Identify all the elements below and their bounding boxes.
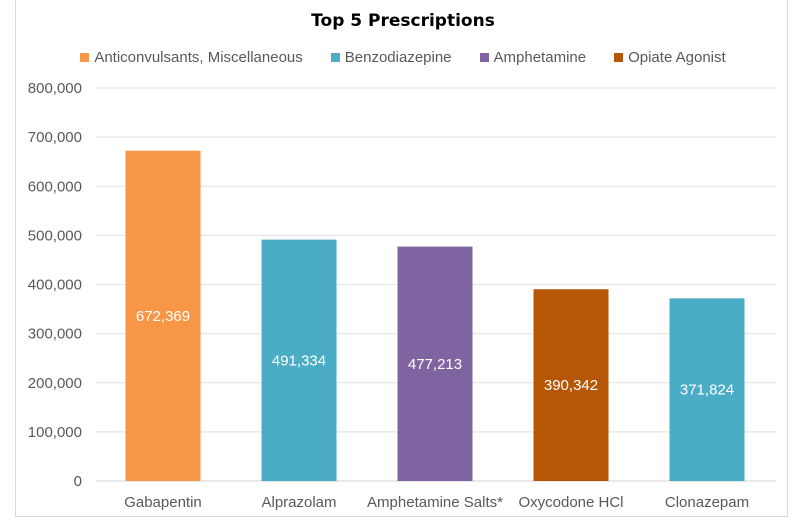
x-tick-label: Clonazepam — [665, 494, 749, 511]
bar — [125, 150, 201, 481]
y-tick-label: 200,000 — [28, 375, 82, 392]
legend-swatch — [614, 53, 624, 62]
legend-item-benzodiazepine: Benzodiazepine — [330, 49, 452, 66]
legend-item-opiate-agonist: Opiate Agonist — [614, 49, 726, 66]
legend-swatch — [479, 53, 489, 62]
legend-label: Amphetamine — [493, 49, 587, 66]
bar — [669, 298, 745, 481]
bar — [533, 289, 609, 481]
legend-item-amphetamine: Amphetamine — [479, 49, 587, 66]
legend-swatch — [80, 53, 90, 62]
x-tick-label: Alprazolam — [261, 494, 336, 511]
legend-swatch — [330, 53, 340, 62]
y-tick-label: 300,000 — [28, 326, 82, 343]
y-tick-label: 400,000 — [28, 277, 82, 294]
y-tick-label: 100,000 — [28, 424, 82, 441]
bar — [397, 246, 473, 481]
x-tick-label: Oxycodone HCl — [518, 494, 623, 511]
data-label: 390,342 — [544, 377, 598, 394]
data-label: 672,369 — [136, 308, 190, 325]
data-label: 477,213 — [408, 356, 462, 373]
data-label: 491,334 — [272, 352, 326, 369]
chart-title: Top 5 Prescriptions — [311, 11, 495, 31]
chart-legend: Anticonvulsants, Miscellaneous Benzodiaz… — [0, 49, 806, 66]
y-tick-label: 600,000 — [28, 178, 82, 195]
y-tick-label: 700,000 — [28, 129, 82, 146]
legend-label: Anticonvulsants, Miscellaneous — [94, 49, 303, 66]
legend-item-anticonvulsants: Anticonvulsants, Miscellaneous — [80, 49, 303, 66]
data-label: 371,824 — [680, 382, 734, 399]
x-tick-label: Gabapentin — [124, 494, 202, 511]
bar — [261, 239, 337, 481]
y-tick-label: 500,000 — [28, 227, 82, 244]
legend-label: Benzodiazepine — [344, 49, 452, 66]
y-tick-label: 800,000 — [28, 80, 82, 97]
x-tick-label: Amphetamine Salts* — [367, 494, 503, 511]
legend-label: Opiate Agonist — [628, 49, 726, 66]
y-tick-label: 0 — [74, 473, 82, 490]
